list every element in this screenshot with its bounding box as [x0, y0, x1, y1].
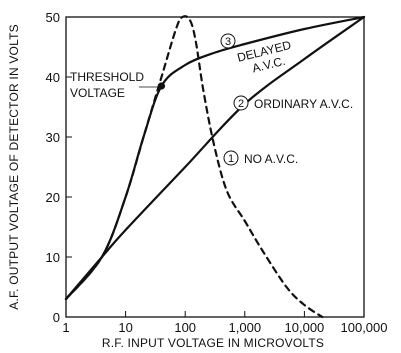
y-tick-label: 50 [46, 10, 60, 25]
threshold-point-marker [157, 82, 166, 90]
x-axis-title: R.F. INPUT VOLTAGE IN MICROVOLTS [102, 336, 324, 350]
series-ordinary-avc-label: ORDINARY A.V.C. [254, 97, 353, 111]
series-no-avc-number: 1 [228, 153, 234, 165]
series-delayed-avc-number-badge [220, 33, 236, 49]
series-layer [64, 15, 366, 319]
x-tick-label: 100,000 [341, 320, 388, 335]
series-delayed-avc-line [64, 15, 366, 301]
x-tick-label: 1,000 [229, 320, 262, 335]
series-no-avc-label: NO A.V.C. [244, 152, 298, 166]
series-delayed-avc-number: 3 [225, 36, 231, 48]
threshold-label: THRESHOLD [70, 70, 144, 84]
y-tick-label: 10 [46, 250, 60, 265]
y-tick-label: 30 [46, 130, 60, 145]
series-ordinary-avc-number: 2 [238, 98, 244, 110]
plot-frame [65, 16, 365, 318]
y-tick-label: 40 [46, 70, 60, 85]
labels-layer: THRESHOLD VOLTAGE 1 NO A.V.C. 2 ORDINARY A.V.… [70, 33, 353, 166]
series-no-avc-number-badge [223, 150, 239, 166]
y-axis-title: A.F. OUTPUT VOLTAGE OF DETECTOR IN VOLTS [7, 24, 21, 310]
ticks-layer: 1 10 100 1,000 10,000 100,000 0 10 20 30 40 50 [46, 10, 388, 335]
x-tick-label: 100 [174, 320, 196, 335]
x-tick-label: 10 [118, 320, 132, 335]
x-tick-label: 1 [62, 320, 69, 335]
threshold-label: VOLTAGE [70, 86, 125, 100]
series-ordinary-avc-number-badge [233, 95, 249, 111]
series-ordinary-avc-line [64, 15, 366, 301]
y-tick-label: 20 [46, 190, 60, 205]
x-tick-label: 10,000 [285, 320, 325, 335]
y-tick-label: 0 [53, 310, 60, 325]
